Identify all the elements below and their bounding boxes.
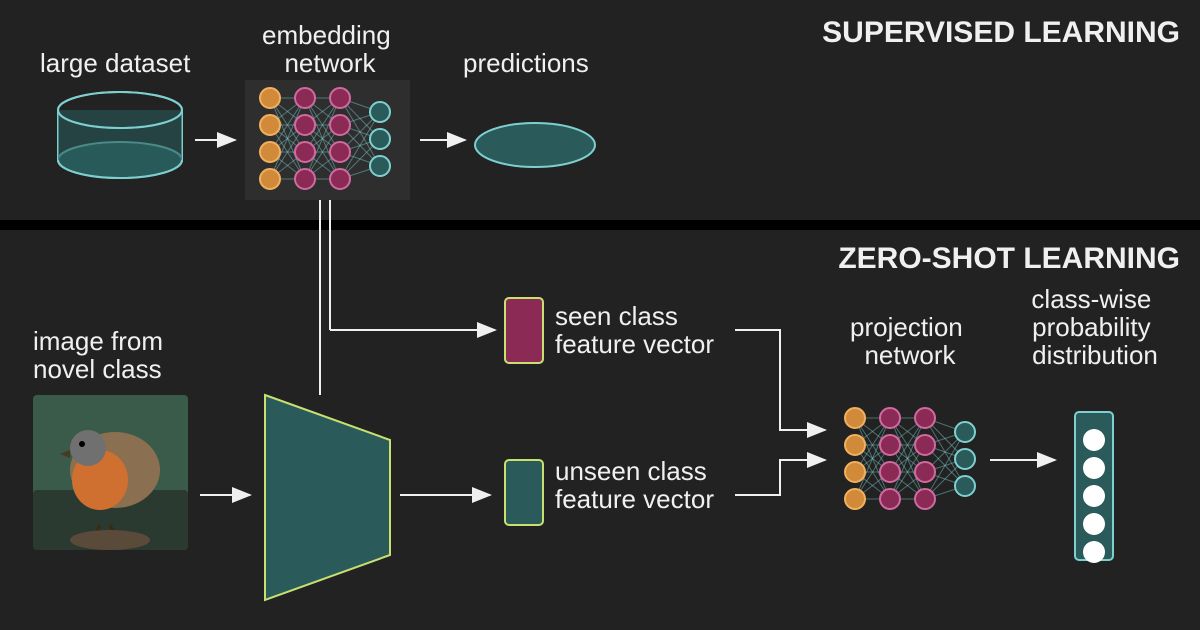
seen-feature-rect-icon — [505, 298, 543, 363]
classwise-label: class-wise probability distribution — [1031, 284, 1158, 370]
dataset-cylinder-icon — [58, 92, 182, 178]
section-divider — [0, 220, 1200, 230]
zeroshot-title: ZERO-SHOT LEARNING — [838, 242, 1180, 275]
large-dataset-label: large dataset — [40, 48, 191, 78]
unseen-class-label: unseen class feature vector — [555, 456, 714, 514]
predictions-ellipse-icon — [475, 123, 595, 167]
diagram-canvas: SUPERVISED LEARNING ZERO-SHOT LEARNING l… — [0, 0, 1200, 630]
unseen-feature-rect-icon — [505, 460, 543, 525]
projection-network-label: projection network — [850, 312, 970, 370]
novel-image-icon — [33, 395, 188, 550]
predictions-label: predictions — [463, 48, 589, 78]
supervised-title: SUPERVISED LEARNING — [822, 16, 1180, 49]
novel-image-label: image from novel class — [33, 326, 170, 384]
